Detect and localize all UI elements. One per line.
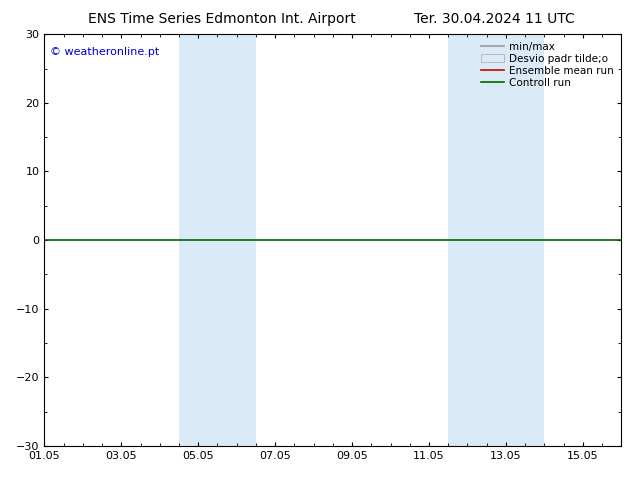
Bar	[448, 34, 545, 446]
Bar	[179, 34, 256, 446]
Text: ENS Time Series Edmonton Int. Airport: ENS Time Series Edmonton Int. Airport	[88, 12, 356, 26]
Text: © weatheronline.pt: © weatheronline.pt	[50, 47, 159, 57]
Text: Ter. 30.04.2024 11 UTC: Ter. 30.04.2024 11 UTC	[414, 12, 575, 26]
Legend: min/max, Desvio padr tilde;o, Ensemble mean run, Controll run: min/max, Desvio padr tilde;o, Ensemble m…	[479, 40, 616, 90]
